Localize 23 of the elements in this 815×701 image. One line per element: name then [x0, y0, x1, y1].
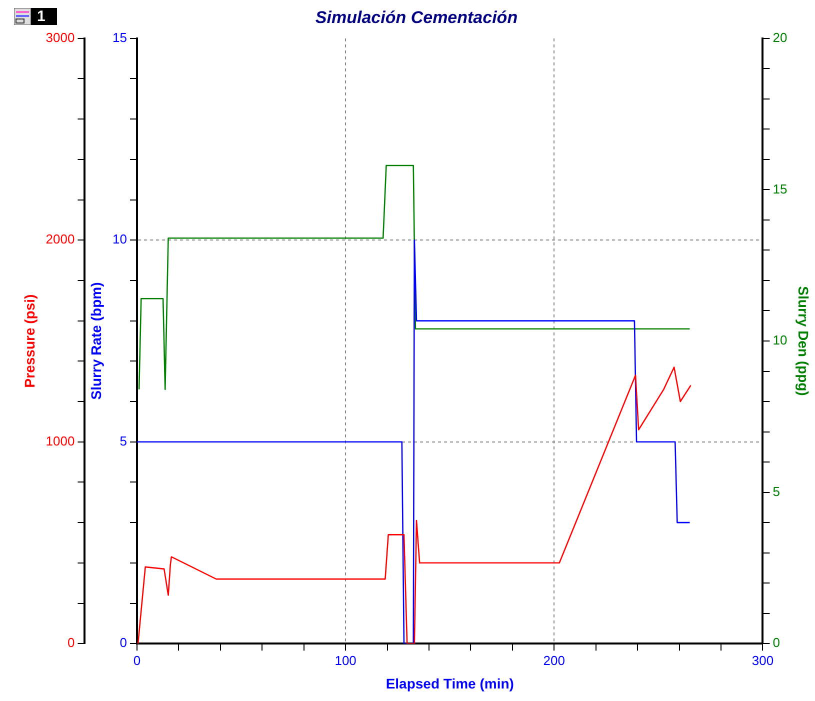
x-axis-title: Elapsed Time (min) [386, 675, 514, 692]
y3-tick-label: 15 [772, 181, 788, 196]
y2-tick-label: 0 [120, 635, 127, 650]
y3-tick-label: 20 [772, 30, 788, 45]
chart-title: Simulación Cementación [315, 8, 518, 27]
y-tick-label: 0 [67, 635, 75, 650]
y3-tick-label: 5 [772, 484, 780, 499]
y3-axis-title: Slurry Den (ppg) [796, 286, 812, 396]
y2-tick-label: 5 [120, 433, 127, 448]
y-tick-label: 1000 [46, 433, 75, 448]
y-tick-label: 2000 [46, 232, 75, 247]
y-tick-label: 3000 [46, 30, 75, 45]
y2-tick-label: 10 [112, 232, 127, 247]
y2-axis-title: Slurry Rate (bpm) [88, 282, 104, 400]
y-axis-title: Pressure (psi) [21, 294, 38, 388]
x-tick-label: 300 [752, 652, 774, 668]
x-tick-label: 0 [133, 652, 141, 668]
text: 1 [31, 8, 58, 25]
y3-tick-label: 0 [772, 635, 780, 650]
x-tick-label: 200 [543, 652, 566, 668]
y3-tick-label: 10 [772, 332, 788, 348]
y2-tick-label: 15 [112, 30, 127, 45]
x-tick-label: 100 [334, 652, 356, 668]
